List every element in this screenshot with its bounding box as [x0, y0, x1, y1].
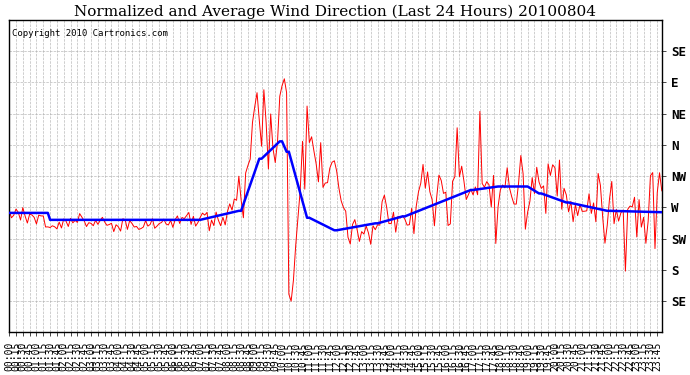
Text: Copyright 2010 Cartronics.com: Copyright 2010 Cartronics.com — [12, 29, 168, 38]
Title: Normalized and Average Wind Direction (Last 24 Hours) 20100804: Normalized and Average Wind Direction (L… — [75, 4, 596, 18]
